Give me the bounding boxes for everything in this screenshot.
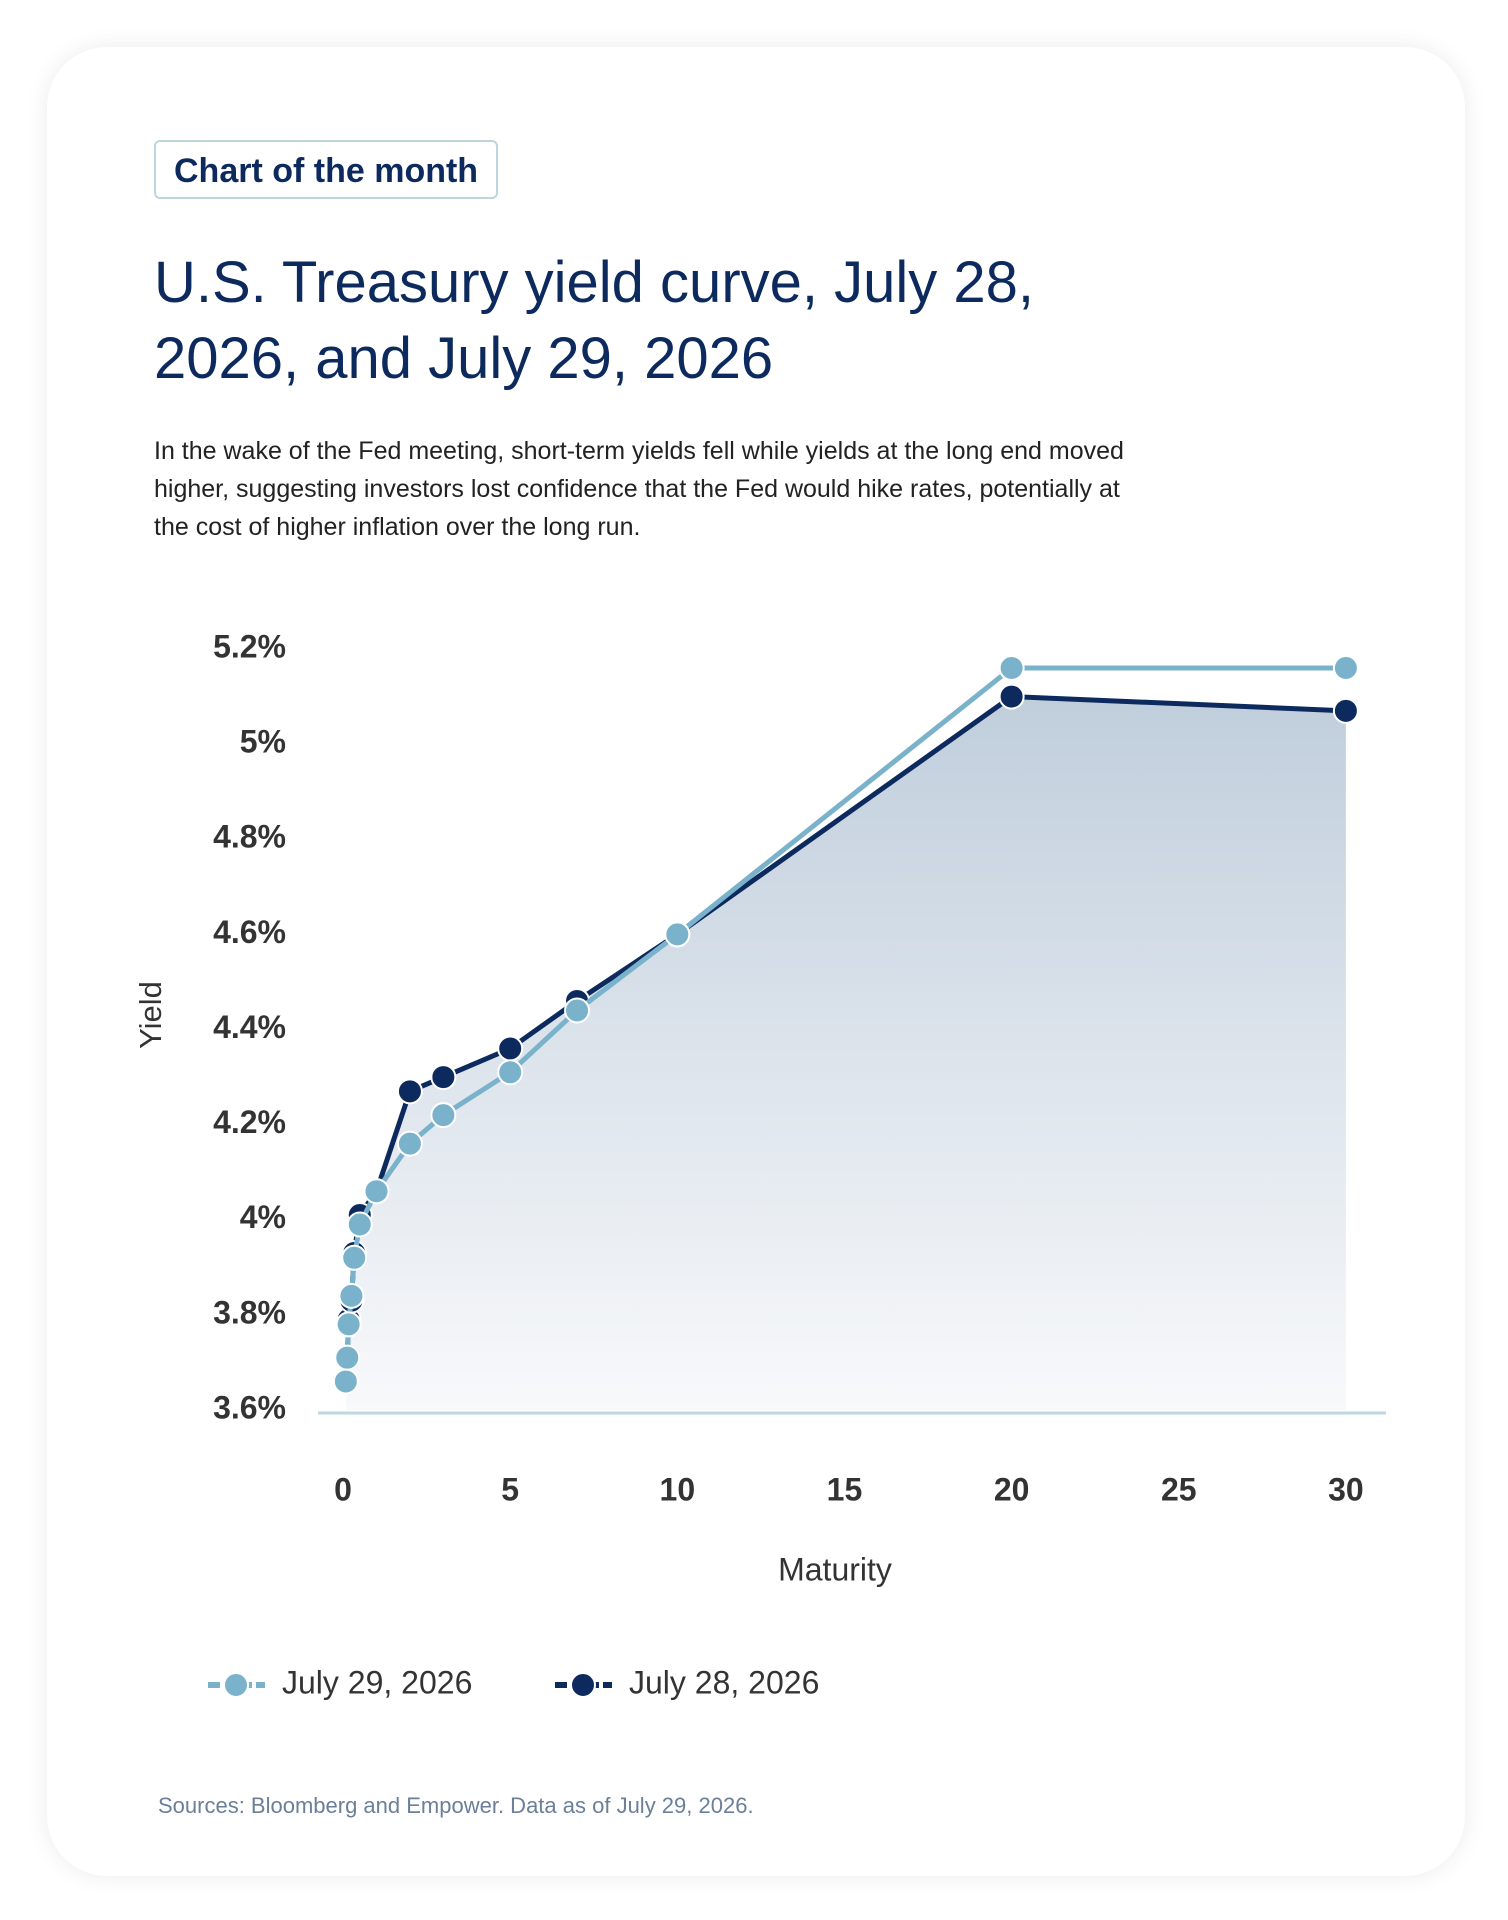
- point: [334, 1344, 361, 1371]
- point: [664, 921, 691, 948]
- x-tick-label: 25: [1161, 1471, 1197, 1507]
- point: [430, 1102, 457, 1129]
- point: [341, 1244, 368, 1271]
- point: [497, 1035, 524, 1062]
- point: [998, 683, 1025, 710]
- point: [346, 1211, 373, 1238]
- point: [497, 1059, 524, 1086]
- point: [396, 1130, 423, 1157]
- y-axis-title: Yield: [133, 981, 168, 1049]
- y-tick-label: 3.8%: [213, 1294, 286, 1330]
- y-tick-label: 4.8%: [213, 819, 286, 855]
- subtitle: In the wake of the Fed meeting, short-te…: [154, 437, 1124, 541]
- y-tick-label: 4%: [240, 1199, 286, 1235]
- legend-marker: [570, 1672, 596, 1698]
- y-tick-label: 4.2%: [213, 1104, 286, 1140]
- y-tick-label: 4.6%: [213, 914, 286, 950]
- point: [338, 1282, 365, 1309]
- point: [998, 655, 1025, 682]
- point: [1332, 655, 1359, 682]
- point: [396, 1078, 423, 1105]
- x-tick-label: 0: [334, 1471, 352, 1507]
- x-tick-label: 5: [501, 1471, 519, 1507]
- point: [1332, 697, 1359, 724]
- y-tick-label: 4.4%: [213, 1009, 286, 1045]
- area: [345, 696, 1346, 1410]
- x-axis-title: Maturity: [778, 1551, 892, 1587]
- point: [363, 1178, 390, 1205]
- source-note: Sources: Bloomberg and Empower. Data as …: [158, 1793, 754, 1818]
- point: [335, 1311, 362, 1338]
- point: [332, 1368, 359, 1395]
- x-tick-label: 20: [994, 1471, 1030, 1507]
- y-tick-label: 3.6%: [213, 1389, 286, 1425]
- y-tick-label: 5.2%: [213, 628, 286, 664]
- y-tick-label: 5%: [240, 724, 286, 760]
- chart-title: U.S. Treasury yield curve, July 28, 2026…: [154, 250, 1034, 391]
- point: [430, 1064, 457, 1091]
- legend-label: July 29, 2026: [282, 1664, 472, 1700]
- badge: Chart of the month: [154, 140, 499, 199]
- legend-label: July 28, 2026: [629, 1664, 819, 1700]
- legend-marker: [223, 1672, 249, 1698]
- x-tick-label: 30: [1328, 1471, 1364, 1507]
- x-tick-label: 10: [660, 1471, 696, 1507]
- x-tick-label: 15: [827, 1471, 863, 1507]
- point: [564, 997, 591, 1024]
